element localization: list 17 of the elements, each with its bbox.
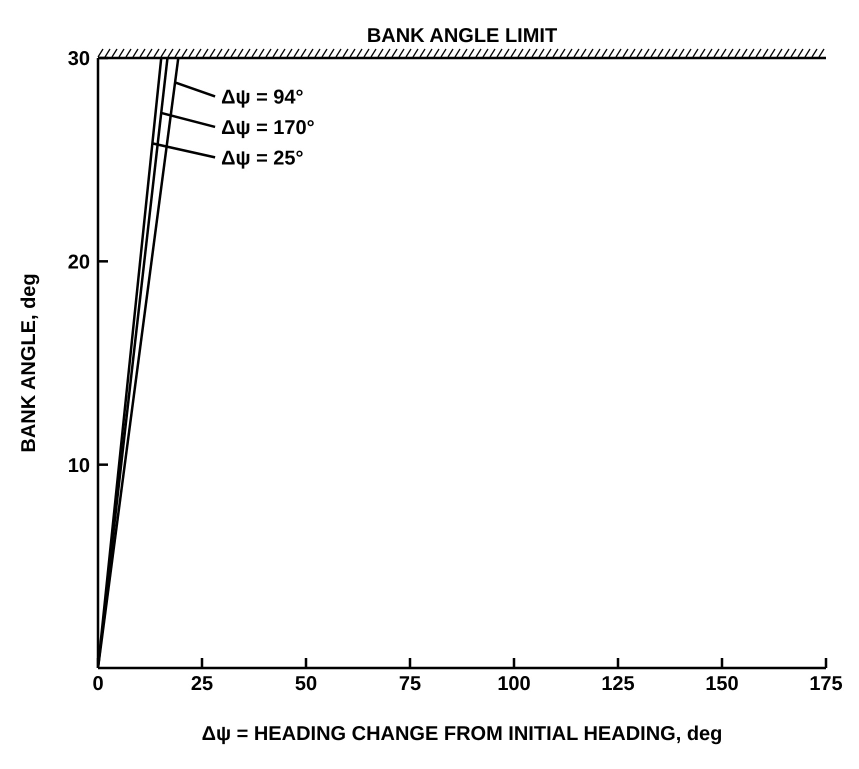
y-tick-label: 30 — [68, 48, 90, 70]
ref-line-label: BANK ANGLE LIMIT — [366, 25, 558, 47]
x-tick-label: 175 — [809, 673, 843, 696]
x-tick-label: 100 — [497, 673, 531, 696]
x-tick-label: 50 — [294, 673, 318, 696]
x-tick-label: 25 — [190, 673, 214, 696]
x-axis-title: Δψ = HEADING CHANGE FROM INITIAL HEADING, deg — [202, 723, 722, 745]
legend-label: Δψ = 94° — [221, 86, 304, 108]
x-tick-label: 150 — [705, 673, 739, 696]
y-axis-title: BANK ANGLE, deg — [18, 273, 40, 453]
legend-label: Δψ = 25° — [221, 147, 304, 170]
legend-label: Δψ = 170° — [221, 116, 315, 139]
x-tick-label: 125 — [601, 673, 635, 696]
y-tick-label: 10 — [68, 454, 90, 477]
x-tick-label: 0 — [92, 673, 104, 696]
y-tick-label: 20 — [68, 251, 90, 274]
x-tick-label: 75 — [398, 673, 422, 696]
